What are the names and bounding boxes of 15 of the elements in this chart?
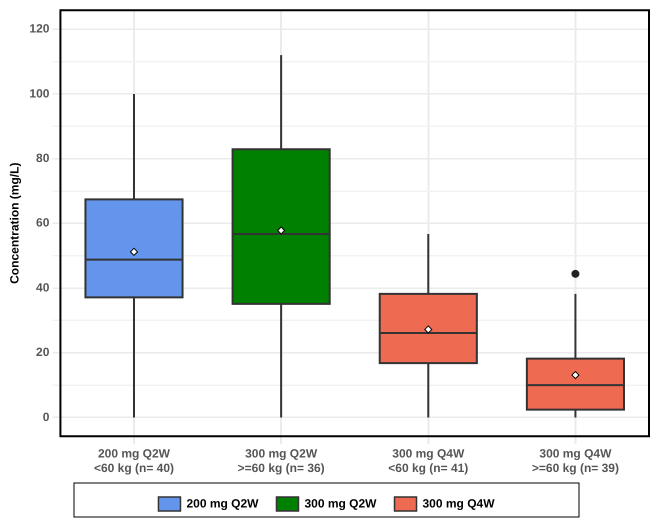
x-tick-label: 300 mg Q4W <60 kg (n= 41) xyxy=(388,446,468,476)
legend-label: 200 mg Q2W xyxy=(186,496,260,510)
y-tick-label: 120 xyxy=(29,22,50,36)
y-tick-label: 0 xyxy=(42,410,50,424)
y-tick-label: 80 xyxy=(36,150,50,165)
legend-label: 300 mg Q2W xyxy=(304,496,378,510)
y-axis-title: Concentration (mg/L) xyxy=(8,162,22,284)
x-tick-label: 300 mg Q4W >=60 kg (n= 39) xyxy=(532,446,619,476)
y-tick-label: 40 xyxy=(36,280,50,294)
y-tick-label: 20 xyxy=(36,345,50,360)
legend-label: 300 mg Q4W xyxy=(422,496,496,510)
y-tick-label: 100 xyxy=(29,86,50,100)
x-tick-label: 300 mg Q2W >=60 kg (n= 36) xyxy=(238,446,325,476)
x-tick-label: 200 mg Q2W <60 kg (n= 40) xyxy=(94,446,174,476)
y-tick-label: 60 xyxy=(36,216,50,230)
